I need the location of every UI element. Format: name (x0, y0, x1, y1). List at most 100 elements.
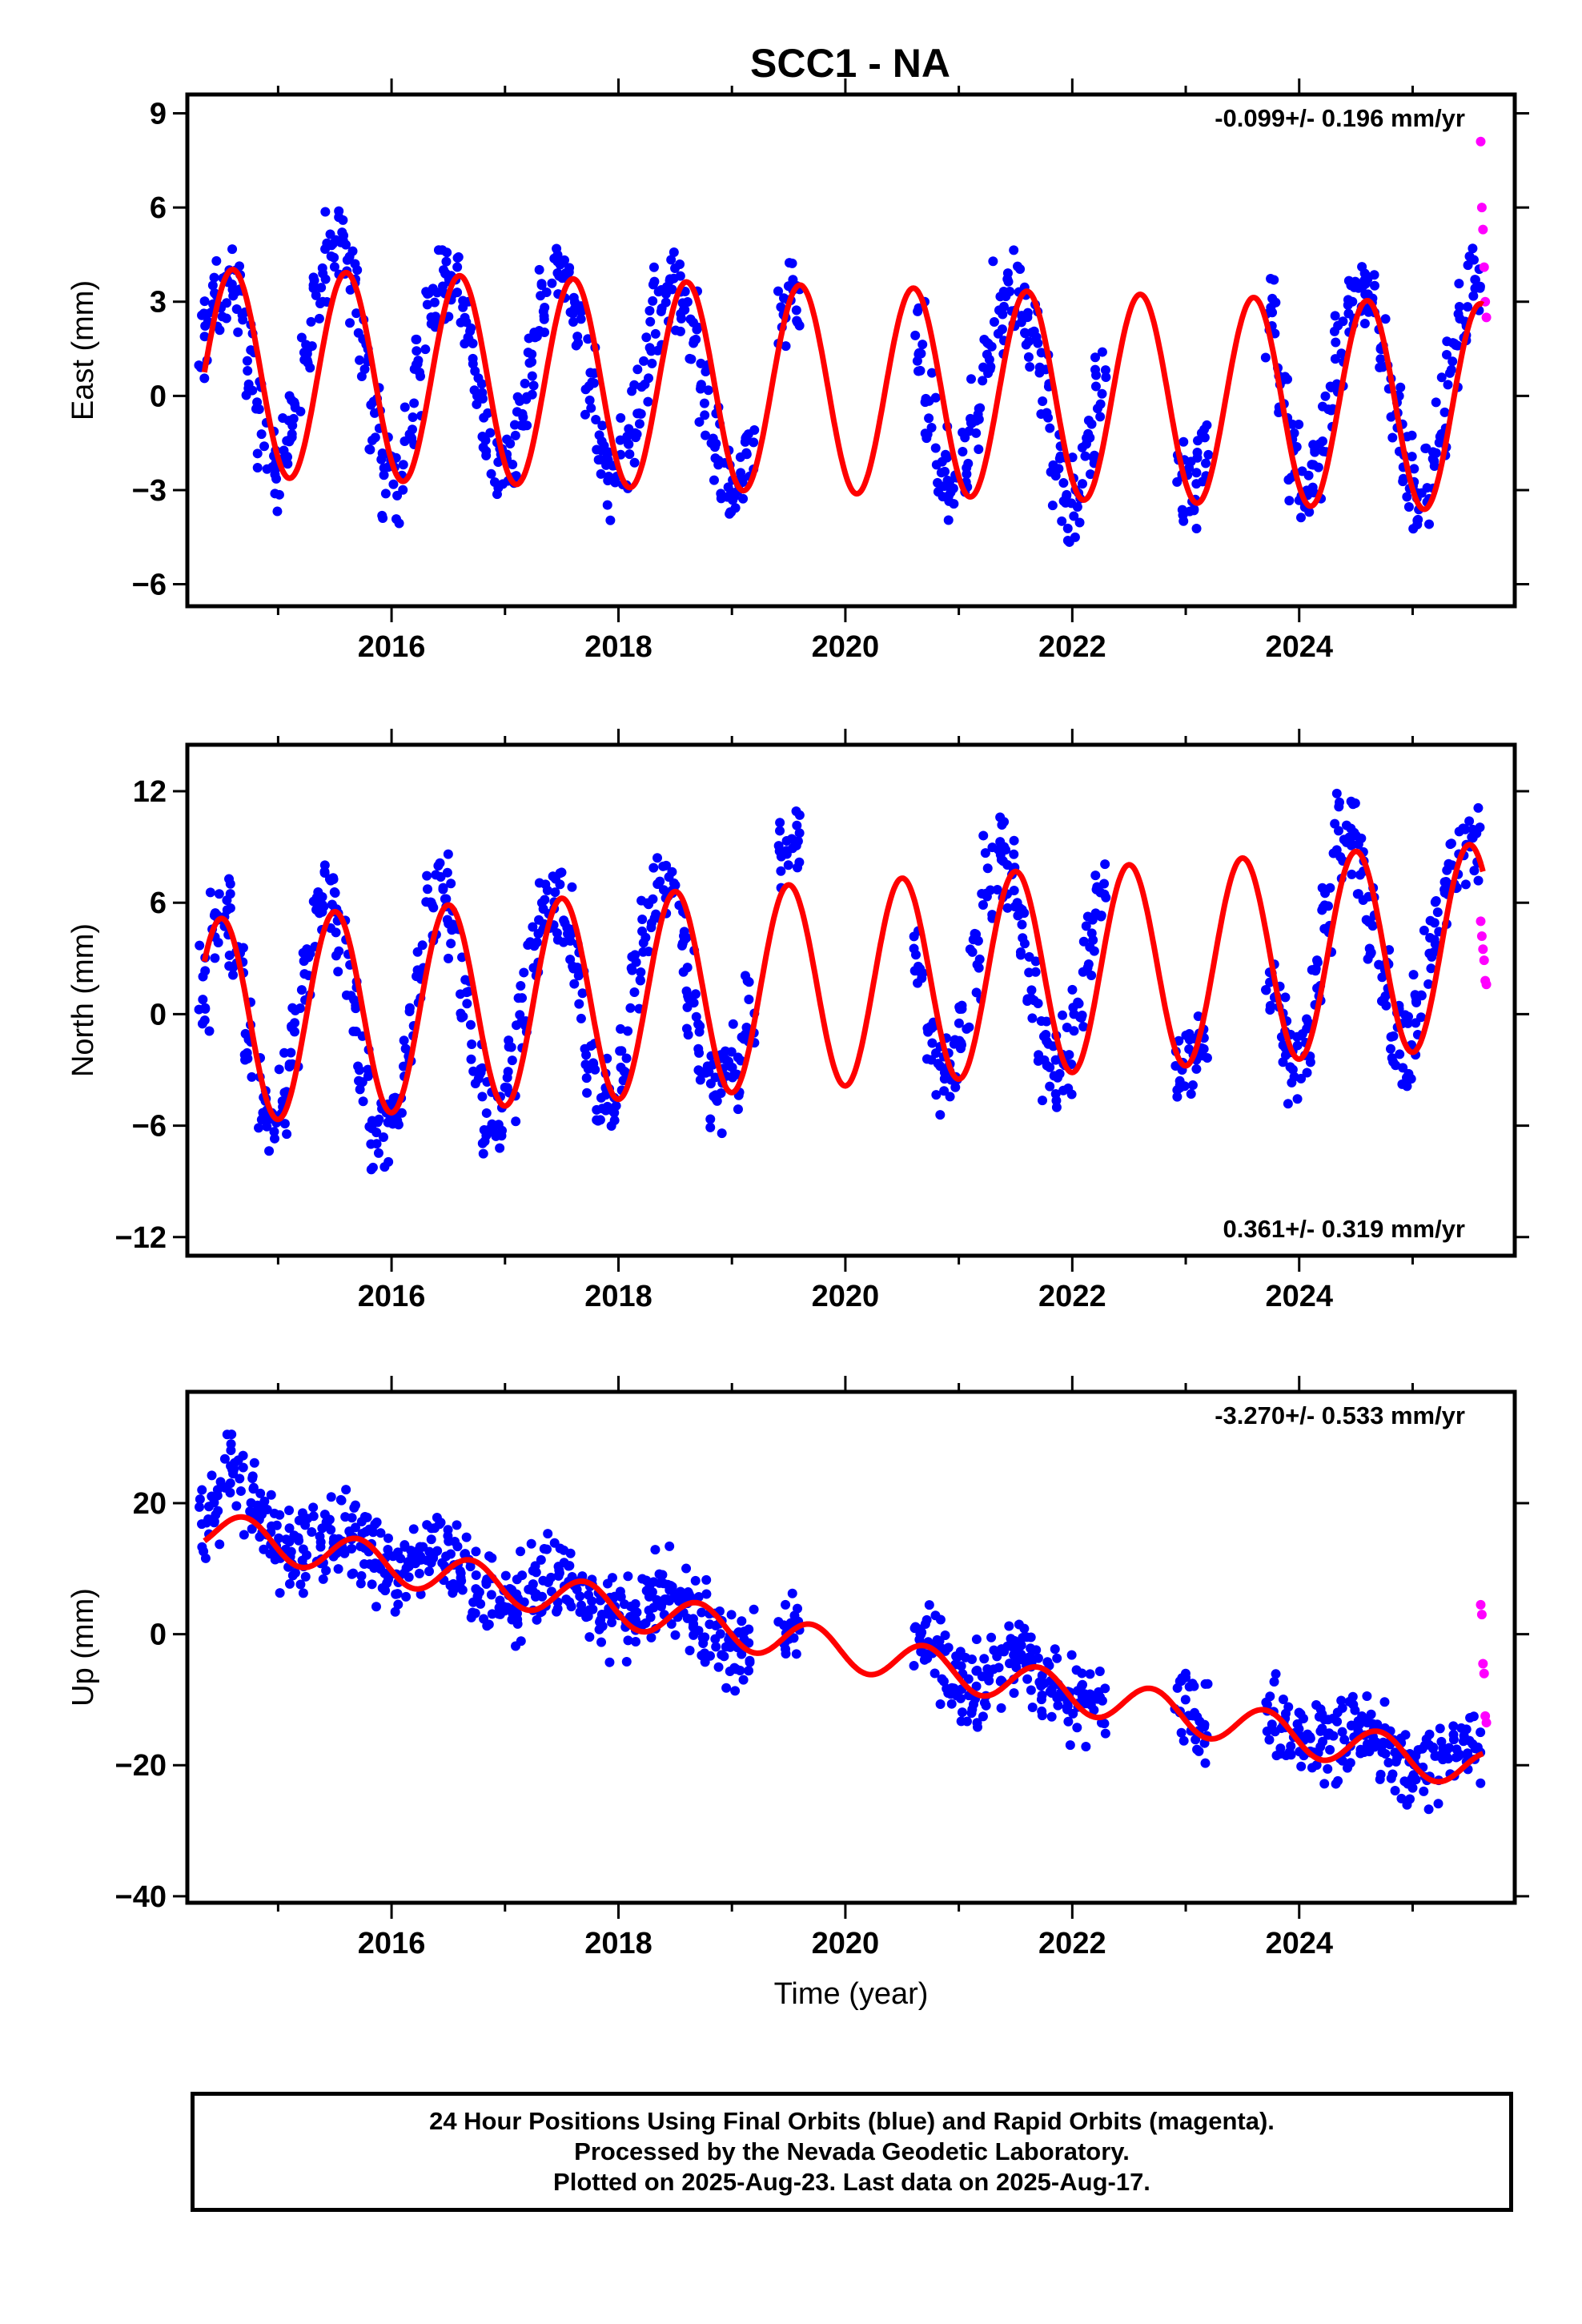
data-point (576, 1013, 586, 1023)
data-point (1058, 478, 1069, 489)
data-point (442, 247, 452, 258)
data-point (330, 888, 340, 899)
data-point (243, 366, 253, 376)
data-point (1431, 397, 1441, 408)
data-point (1260, 352, 1271, 363)
data-point (271, 473, 282, 484)
data-point (306, 316, 316, 327)
data-point (235, 1486, 246, 1496)
data-point (957, 1039, 967, 1050)
data-point (329, 262, 339, 272)
data-point (486, 1590, 496, 1600)
data-point (290, 1567, 300, 1578)
data-point (1275, 1748, 1286, 1759)
data-point (347, 1513, 357, 1523)
data-point (284, 391, 295, 401)
data-point (298, 1588, 308, 1598)
data-point (920, 1618, 930, 1629)
data-point (412, 947, 423, 957)
data-point (1385, 1043, 1395, 1054)
data-point (603, 476, 613, 486)
data-point (476, 379, 487, 389)
series-rapid-orbits (1476, 1599, 1492, 1728)
data-point (1467, 832, 1477, 842)
data-point (635, 975, 645, 985)
data-point (233, 327, 243, 337)
y-tick-label: 3 (150, 286, 167, 320)
data-point (477, 393, 488, 404)
data-point (275, 1588, 285, 1598)
data-point (632, 364, 643, 375)
data-point (324, 1514, 335, 1525)
data-point (1062, 536, 1073, 546)
data-point (1175, 1083, 1186, 1093)
data-point (445, 1549, 456, 1559)
data-point (670, 880, 681, 891)
data-point (552, 1603, 563, 1614)
data-point (513, 993, 524, 1003)
data-point (334, 212, 344, 223)
y-tick-label: −3 (132, 474, 167, 508)
data-point (1193, 1011, 1203, 1022)
data-point (1317, 883, 1327, 893)
data-point (456, 317, 466, 328)
data-point (789, 1610, 800, 1621)
data-point (694, 416, 705, 427)
data-point (962, 1716, 972, 1727)
rate-label: 0.361+/- 0.319 mm/yr (1223, 1215, 1465, 1243)
data-point (377, 1582, 387, 1593)
data-point (355, 1084, 365, 1095)
data-point (794, 810, 805, 820)
data-point (1468, 291, 1479, 301)
data-point (1067, 984, 1078, 995)
data-point (654, 1578, 665, 1588)
data-point (1046, 1711, 1057, 1722)
data-point (1317, 436, 1327, 446)
data-point (1189, 505, 1199, 516)
data-point (1476, 931, 1487, 941)
data-point (572, 1584, 582, 1594)
data-point (1442, 349, 1452, 360)
data-point (1037, 1690, 1047, 1700)
data-point (1029, 995, 1039, 1006)
data-point (706, 438, 717, 448)
data-point (357, 1077, 367, 1088)
data-point (516, 420, 527, 431)
data-point (444, 953, 454, 963)
data-point (986, 1632, 997, 1642)
data-point (534, 878, 544, 888)
data-point (948, 483, 958, 493)
data-point (1189, 1681, 1199, 1691)
data-point (308, 1502, 319, 1513)
data-point (1325, 883, 1335, 893)
data-point (534, 325, 544, 336)
data-point (411, 360, 421, 370)
data-point (461, 1532, 472, 1542)
data-point (270, 1133, 280, 1144)
data-point (1428, 1742, 1439, 1752)
data-point (242, 356, 252, 366)
data-point (1194, 1746, 1204, 1756)
data-point (262, 464, 272, 474)
data-point (380, 489, 391, 499)
data-point (319, 902, 329, 912)
data-point (645, 316, 656, 327)
data-point (342, 255, 352, 265)
data-point (606, 1104, 616, 1114)
data-point (368, 1527, 379, 1538)
data-point (1265, 1005, 1275, 1015)
data-point (438, 884, 448, 895)
data-point (401, 1591, 412, 1602)
data-point (299, 348, 309, 358)
data-point (1203, 1679, 1213, 1689)
data-point (731, 1664, 741, 1675)
data-point (1347, 799, 1358, 810)
data-point (566, 929, 576, 939)
data-point (979, 1654, 990, 1664)
y-tick-label: 0 (150, 1618, 167, 1652)
data-point (1036, 1016, 1046, 1027)
data-point (775, 818, 785, 828)
data-point (249, 1458, 259, 1468)
data-point (597, 1621, 608, 1631)
data-point (279, 1119, 290, 1129)
